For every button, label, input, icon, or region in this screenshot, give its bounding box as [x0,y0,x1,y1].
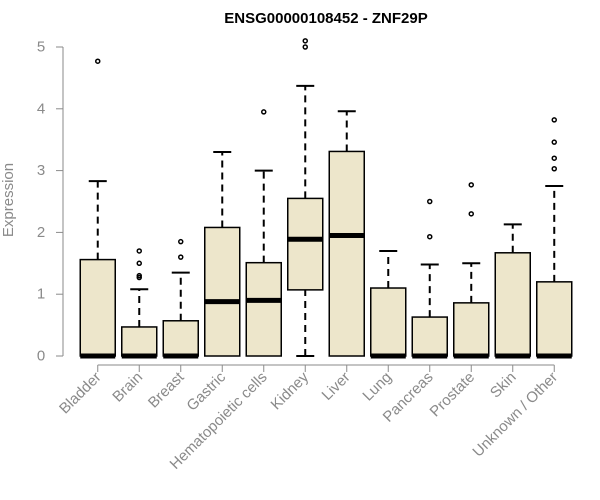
box-3 [162,238,199,359]
outlier-point [136,272,142,279]
box-10 [453,182,490,359]
box-iqr [245,261,282,357]
box-1 [79,58,116,359]
outlier-point [468,182,474,188]
x-tick-label: Liver [319,369,354,404]
box-iqr [79,258,116,357]
box-iqr [204,226,241,357]
x-tick-label: Prostate [427,369,479,421]
outlier-point [95,58,101,64]
x-tick-label: Breast [145,368,188,411]
box-iqr [536,281,573,357]
outlier-point [468,211,474,217]
y-tick-label: 0 [37,348,45,365]
box-8 [370,249,407,359]
y-tick-label: 3 [37,162,45,179]
box-iqr [121,326,158,357]
outlier-point [178,254,184,260]
chart-title: ENSG00000108452 - ZNF29P [224,10,427,27]
box-iqr [494,252,531,357]
outlier-point [302,44,308,50]
box-iqr [411,316,448,357]
box-7 [328,110,365,357]
outlier-point [551,155,557,161]
outlier-point [551,165,557,172]
outlier-point [136,260,142,267]
outlier-point [136,248,142,254]
x-tick-label: Kidney [268,368,313,413]
x-tick-label: Brain [109,369,146,406]
box-2 [121,248,158,359]
outlier-point [551,117,557,123]
x-tick-label: Lung [359,369,395,405]
y-tick-label: 2 [37,224,45,241]
outlier-point [178,238,184,245]
y-tick-label: 4 [37,100,45,117]
box-12 [536,117,573,359]
box-9 [411,198,448,359]
box-4 [204,151,241,357]
boxes-group [79,38,573,359]
y-tick-label: 5 [37,39,45,56]
box-iqr [162,320,199,357]
x-tick-label: Bladder [56,369,105,418]
y-axis: 0 1 2 3 4 5 [37,39,64,365]
outlier-point [427,233,433,240]
y-tick-label: 1 [37,286,45,303]
outlier-point [302,38,308,44]
outlier-point [427,198,433,205]
box-iqr [370,287,407,357]
y-axis-label: Expression [0,163,17,237]
x-tick-label: Skin [487,369,520,402]
box-11 [494,223,531,359]
outlier-point [551,139,557,145]
box-iqr [287,197,324,291]
outlier-point [261,109,267,115]
box-iqr [453,302,490,357]
box-5 [245,109,282,357]
box-6 [287,38,324,357]
box-iqr [328,150,365,357]
